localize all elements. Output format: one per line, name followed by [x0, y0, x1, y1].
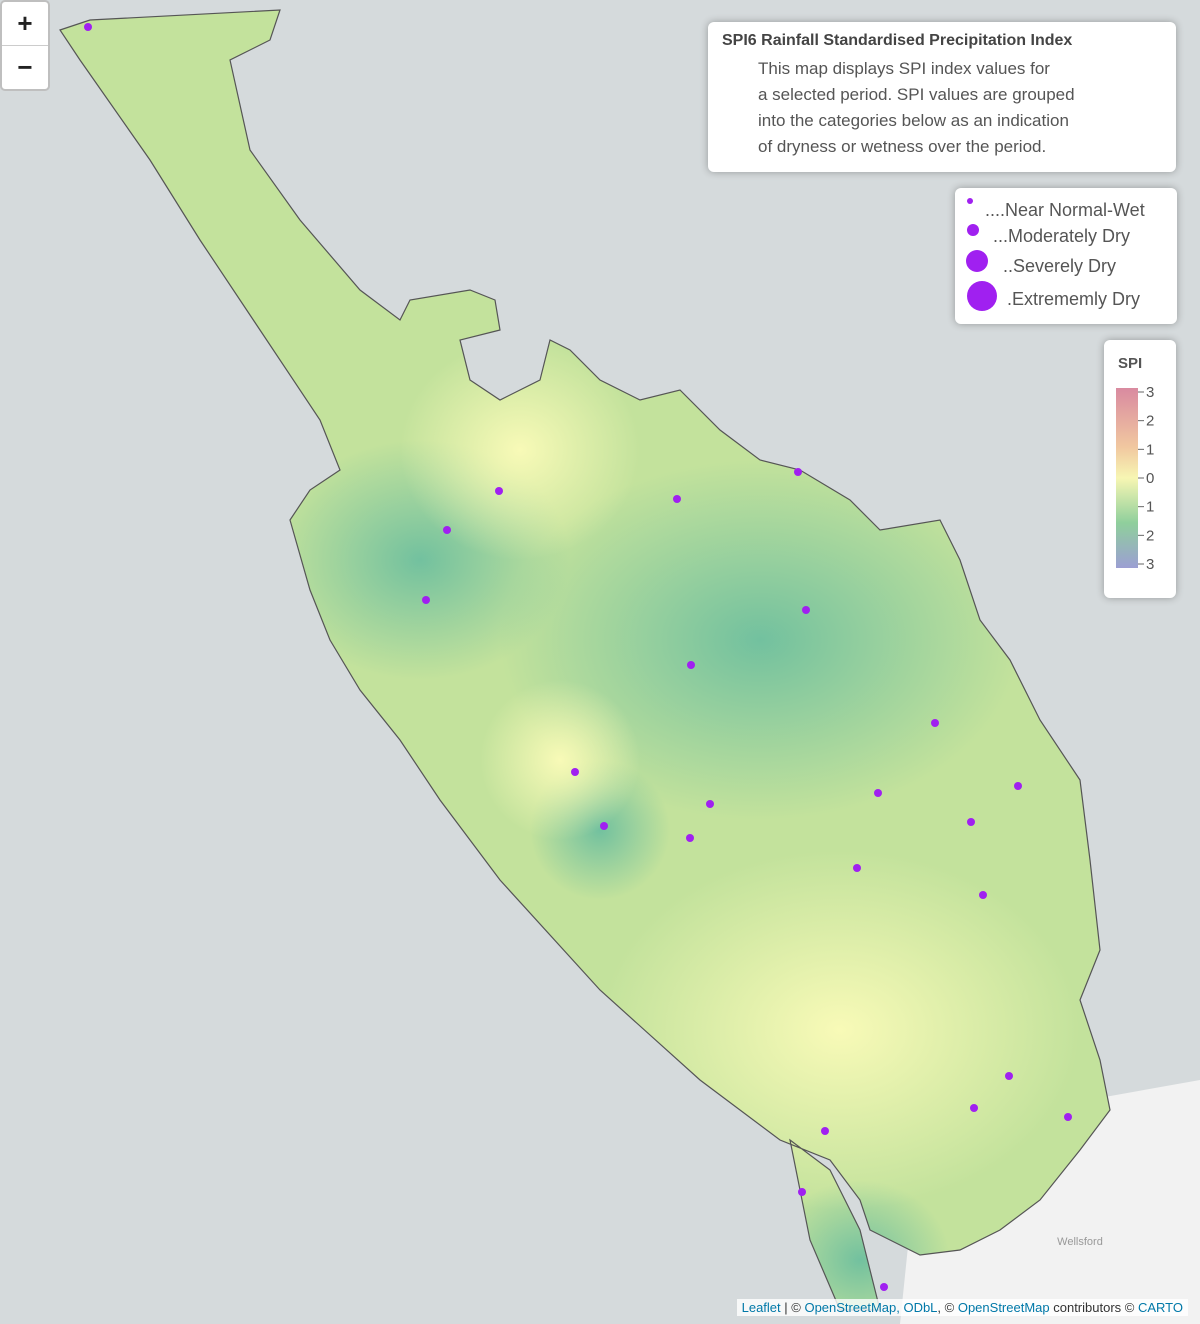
attribution-link[interactable]: OpenStreetMap, ODbL — [804, 1300, 938, 1315]
legend-item: ...Moderately Dry — [993, 226, 1131, 246]
colorbar-label: 1 — [1146, 499, 1154, 516]
colorbar-label: 3 — [1146, 384, 1154, 401]
colorbar-label: 3 — [1146, 556, 1154, 573]
colorbar-label: 2 — [1146, 413, 1154, 430]
size-legend: ....Near Normal-Wet ...Moderately Dry ..… — [955, 188, 1177, 324]
attribution-link[interactable]: OpenStreetMap — [957, 1300, 1050, 1315]
colorbar-title: SPI — [1118, 355, 1142, 372]
info-title: SPI6 Rainfall Standardised Precipitation… — [722, 32, 1073, 49]
attribution-link[interactable]: CARTO — [1137, 1300, 1183, 1315]
place-label: Wellsford — [1057, 1236, 1103, 1248]
legend-item: ..Severely Dry — [1003, 256, 1117, 276]
info-line: a selected period. SPI values are groupe… — [758, 85, 1075, 104]
info-line: into the categories below as an indicati… — [758, 111, 1069, 130]
attribution-link[interactable]: Leaflet — [741, 1300, 781, 1315]
zoom-out[interactable]: − — [2, 45, 48, 89]
zoom-control: + − — [0, 0, 50, 91]
colorbar-label: 2 — [1146, 527, 1154, 544]
stations — [84, 23, 1072, 1291]
attribution: Leaflet | © OpenStreetMap, ODbL, © OpenS… — [736, 1299, 1188, 1316]
colorbar-label: 1 — [1146, 441, 1154, 458]
legend-item: ....Near Normal-Wet — [985, 200, 1145, 220]
color-legend: SPI 3 2 1 0 1 2 3 — [1104, 340, 1176, 598]
legend-item: .Extrememly Dry — [1007, 289, 1141, 309]
colorbar: SPI 3 2 1 0 1 2 3 — [1116, 355, 1154, 573]
info-line: This map displays SPI index values for — [758, 59, 1050, 78]
size-symbols — [966, 198, 997, 311]
attribution-text: , © — [937, 1300, 958, 1315]
zoom-in[interactable]: + — [17, 8, 33, 38]
attribution-text: contributors © — [1049, 1300, 1138, 1315]
info-line: of dryness or wetness over the period. — [758, 137, 1047, 156]
attribution-text: | © — [780, 1300, 805, 1315]
colorbar-label: 0 — [1146, 470, 1154, 487]
info-panel: SPI6 Rainfall Standardised Precipitation… — [708, 22, 1176, 172]
